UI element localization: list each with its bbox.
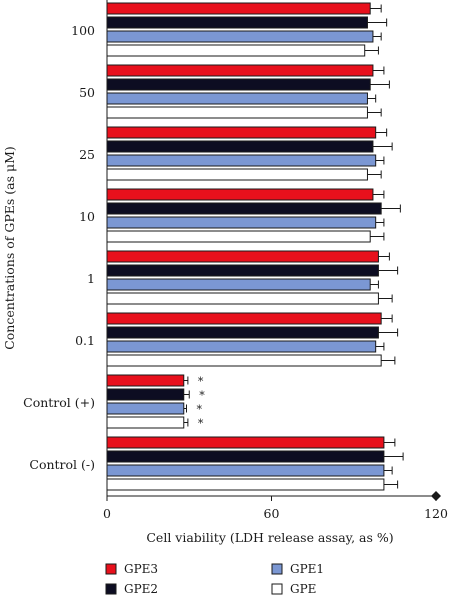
bar [106,44,366,57]
bar [106,92,368,105]
bar [106,388,185,401]
legend-swatch [271,583,283,595]
category-label: 50 [79,85,95,100]
category-label: Control (+) [23,395,95,410]
bar [106,416,185,429]
category-label: 0.1 [75,333,95,348]
legend-label: GPE [290,582,316,596]
significance-marker: * [198,375,204,388]
bar [106,464,385,477]
category-label: 10 [79,209,95,224]
x-tick-label: 120 [424,506,448,521]
category-label: 100 [71,23,95,38]
bar [106,354,382,367]
bar [106,230,371,243]
bar [106,30,374,43]
bar [106,2,371,15]
ticks-layer: 100 50 25 10 1 0.1 Control (+) Control (-) 0 60 12… [23,23,448,521]
bar [106,78,371,91]
bar [106,64,374,77]
category-label: 25 [79,147,95,162]
category-label: Control (-) [29,457,95,472]
x-tick-label: 0 [103,506,111,521]
bars-layer: **** [106,2,404,491]
bar [106,326,379,339]
legend-swatch [105,563,117,575]
bar [106,278,371,291]
significance-marker: * [197,403,203,416]
bar [106,126,377,139]
legend: GPE3 GPE1 GPE2 GPE [105,562,324,596]
x-tick-label: 60 [264,506,280,521]
bar [106,106,368,119]
bar [106,16,368,29]
bar [106,154,377,167]
legend-label: GPE2 [124,582,158,596]
legend-swatch [105,583,117,595]
bar [106,312,382,325]
legend-label: GPE1 [290,562,324,576]
legend-label: GPE3 [124,562,158,576]
bar [106,450,385,463]
bar [106,340,377,353]
bar [106,202,382,215]
bar [106,402,185,415]
legend-swatch [271,563,283,575]
bar [106,250,379,263]
x-axis-title: Cell viability (LDH release assay, as %) [146,530,393,545]
bar [106,140,374,153]
labels-layer: Cell viability (LDH release assay, as %)… [2,146,394,545]
bar [106,264,379,277]
bar [106,188,374,201]
bar [106,436,385,449]
category-label: 1 [87,271,95,286]
y-axis-title: Concentrations of GPEs (as μM) [2,146,17,350]
bar [106,216,377,229]
significance-marker: * [198,417,204,430]
bar [106,292,379,305]
bar [106,374,185,387]
significance-marker: * [199,389,205,402]
bar [106,478,385,491]
bar [106,168,368,181]
